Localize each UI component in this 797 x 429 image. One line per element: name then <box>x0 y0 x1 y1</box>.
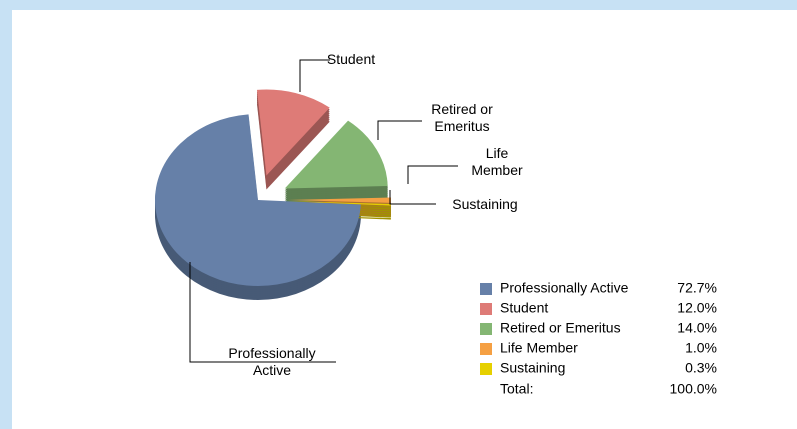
callout-line <box>299 59 330 92</box>
slice <box>155 114 361 287</box>
legend-swatch <box>480 343 492 355</box>
slice <box>287 197 391 203</box>
legend-swatch <box>480 283 492 295</box>
callout-line <box>407 165 458 184</box>
legend-value: 12.0% <box>677 300 717 316</box>
legend-swatch <box>480 303 492 315</box>
callout-line <box>389 190 436 205</box>
callout-line <box>377 120 422 140</box>
callout-label: Student <box>326 51 376 67</box>
plot-area <box>12 10 797 429</box>
total-value: 100.0% <box>670 381 717 397</box>
legend-label: Life Member <box>500 340 578 356</box>
legend-value: 0.3% <box>685 360 717 376</box>
legend-swatch <box>480 323 492 335</box>
callout-label: Sustaining <box>452 196 518 212</box>
slice-tops <box>155 89 391 287</box>
callout-label: Professionally Active <box>228 345 316 378</box>
legend-label: Retired or Emeritus <box>500 320 621 336</box>
slice <box>287 201 391 206</box>
slice <box>256 89 330 176</box>
legend-label: Professionally Active <box>500 280 629 296</box>
slice <box>284 120 388 189</box>
callout-line <box>189 262 336 363</box>
legend-value: 72.7% <box>677 280 717 296</box>
legend-label: Student <box>500 300 548 316</box>
callout-label: Life Member <box>471 145 523 178</box>
legend-value: 14.0% <box>677 320 717 336</box>
legend-swatch <box>480 363 492 375</box>
total-label: Total: <box>500 381 533 397</box>
legend-value: 1.0% <box>685 340 717 356</box>
legend-label: Sustaining <box>500 360 565 376</box>
callout-label: Retired or Emeritus <box>431 101 493 134</box>
